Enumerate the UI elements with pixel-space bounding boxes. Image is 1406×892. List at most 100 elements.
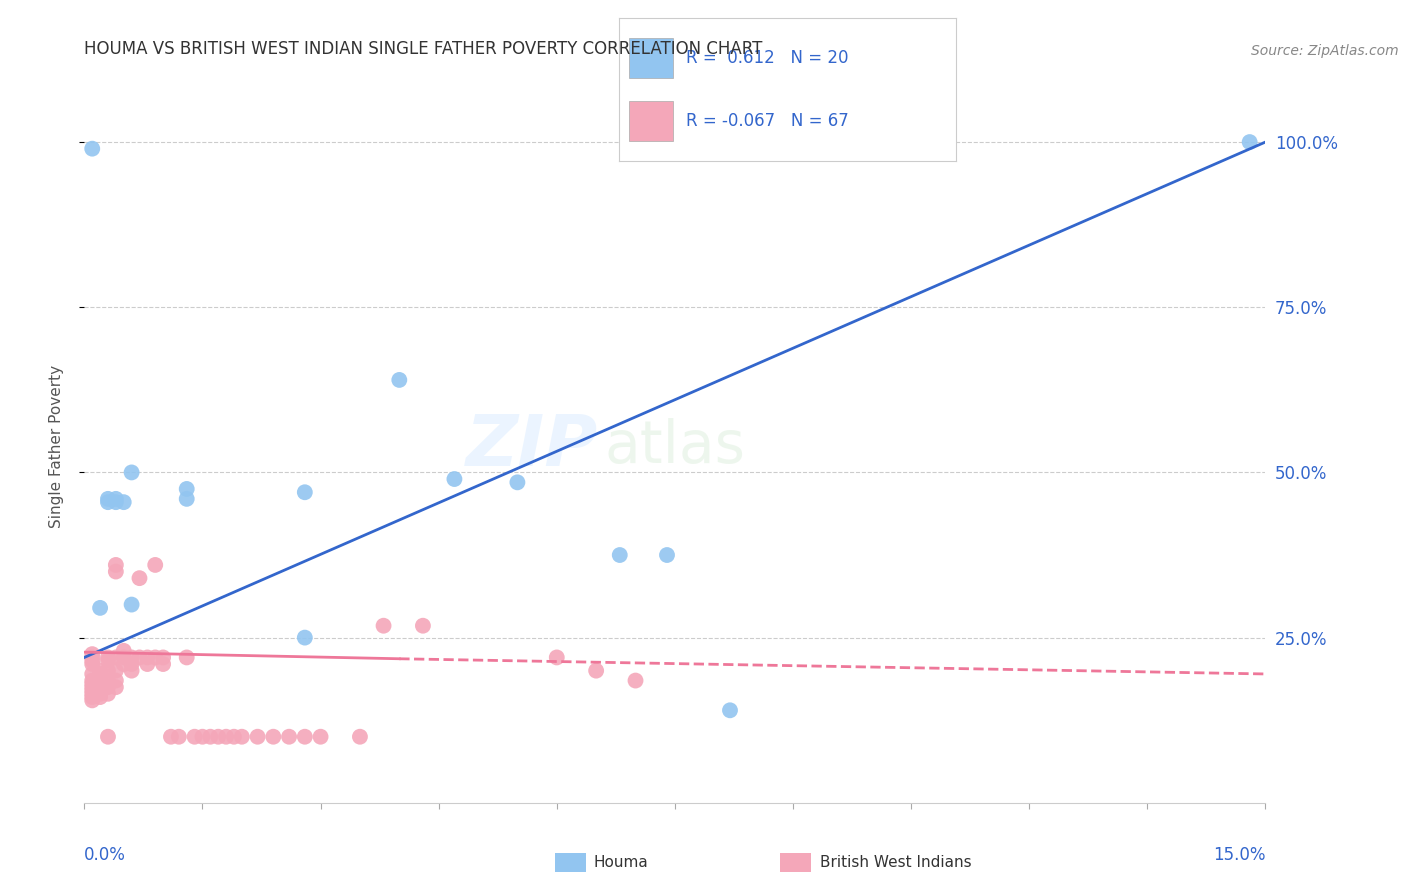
Point bbox=[82, 680, 104, 694]
Point bbox=[200, 730, 222, 744]
Point bbox=[121, 657, 143, 671]
Point bbox=[160, 730, 183, 744]
Point bbox=[506, 475, 529, 490]
Point bbox=[104, 673, 127, 688]
Point bbox=[82, 650, 104, 665]
Point bbox=[82, 142, 104, 156]
Point bbox=[82, 687, 104, 701]
Point bbox=[82, 677, 104, 691]
Point bbox=[97, 730, 120, 744]
Bar bbox=[628, 101, 672, 141]
Bar bbox=[628, 37, 672, 78]
Point bbox=[121, 598, 143, 612]
Point bbox=[112, 650, 135, 665]
Point bbox=[112, 495, 135, 509]
Point bbox=[609, 548, 631, 562]
Point bbox=[97, 664, 120, 678]
Point bbox=[718, 703, 741, 717]
Point bbox=[546, 650, 568, 665]
Point bbox=[89, 687, 111, 701]
Point bbox=[655, 548, 678, 562]
Point bbox=[1239, 135, 1261, 149]
Point bbox=[309, 730, 332, 744]
Point bbox=[89, 600, 111, 615]
Text: atlas: atlas bbox=[605, 417, 745, 475]
Y-axis label: Single Father Poverty: Single Father Poverty bbox=[49, 365, 63, 527]
Point bbox=[97, 673, 120, 688]
Point bbox=[176, 650, 198, 665]
Point bbox=[278, 730, 301, 744]
Text: HOUMA VS BRITISH WEST INDIAN SINGLE FATHER POVERTY CORRELATION CHART: HOUMA VS BRITISH WEST INDIAN SINGLE FATH… bbox=[84, 40, 762, 58]
Point bbox=[97, 491, 120, 506]
Point bbox=[183, 730, 205, 744]
Point bbox=[152, 657, 174, 671]
Point bbox=[231, 730, 253, 744]
Point bbox=[97, 495, 120, 509]
Point bbox=[82, 693, 104, 707]
Point bbox=[104, 650, 127, 665]
Point bbox=[191, 730, 214, 744]
Point bbox=[82, 667, 104, 681]
Text: 0.0%: 0.0% bbox=[84, 846, 127, 863]
Point bbox=[294, 730, 316, 744]
Point bbox=[89, 680, 111, 694]
Text: R = -0.067   N = 67: R = -0.067 N = 67 bbox=[686, 112, 849, 129]
Point bbox=[97, 650, 120, 665]
Point bbox=[176, 491, 198, 506]
Point bbox=[176, 482, 198, 496]
Point bbox=[585, 664, 607, 678]
Point bbox=[82, 647, 104, 661]
Point bbox=[82, 690, 104, 704]
Point bbox=[388, 373, 411, 387]
Point bbox=[89, 683, 111, 698]
Point bbox=[82, 673, 104, 688]
Point bbox=[97, 680, 120, 694]
Point bbox=[89, 690, 111, 704]
Point bbox=[222, 730, 245, 744]
Point bbox=[215, 730, 238, 744]
Point bbox=[349, 730, 371, 744]
Text: Source: ZipAtlas.com: Source: ZipAtlas.com bbox=[1251, 44, 1399, 58]
Point bbox=[624, 673, 647, 688]
Point bbox=[121, 466, 143, 480]
Point bbox=[121, 650, 143, 665]
Text: British West Indians: British West Indians bbox=[820, 855, 972, 870]
Point bbox=[152, 650, 174, 665]
Point bbox=[104, 558, 127, 572]
Point bbox=[104, 565, 127, 579]
Point bbox=[121, 664, 143, 678]
Point bbox=[294, 631, 316, 645]
Point bbox=[97, 687, 120, 701]
Point bbox=[294, 485, 316, 500]
Point bbox=[128, 650, 150, 665]
Point bbox=[143, 650, 166, 665]
Point bbox=[104, 680, 127, 694]
Point bbox=[136, 650, 159, 665]
Point bbox=[207, 730, 229, 744]
Point bbox=[246, 730, 269, 744]
Point bbox=[104, 495, 127, 509]
Point bbox=[373, 618, 395, 632]
Point bbox=[104, 491, 127, 506]
Point bbox=[143, 558, 166, 572]
Point bbox=[112, 644, 135, 658]
Text: 15.0%: 15.0% bbox=[1213, 846, 1265, 863]
Point bbox=[89, 670, 111, 684]
Point bbox=[167, 730, 190, 744]
Point bbox=[262, 730, 284, 744]
Text: ZIP: ZIP bbox=[465, 411, 598, 481]
Point bbox=[89, 667, 111, 681]
Point bbox=[89, 664, 111, 678]
Point bbox=[412, 618, 434, 632]
Point bbox=[112, 657, 135, 671]
Point bbox=[97, 654, 120, 668]
Point bbox=[443, 472, 465, 486]
Point bbox=[82, 683, 104, 698]
Point bbox=[104, 664, 127, 678]
Text: Houma: Houma bbox=[593, 855, 648, 870]
Text: R =  0.612   N = 20: R = 0.612 N = 20 bbox=[686, 49, 849, 67]
Point bbox=[136, 657, 159, 671]
Point bbox=[89, 673, 111, 688]
Point bbox=[82, 657, 104, 671]
Point bbox=[82, 654, 104, 668]
